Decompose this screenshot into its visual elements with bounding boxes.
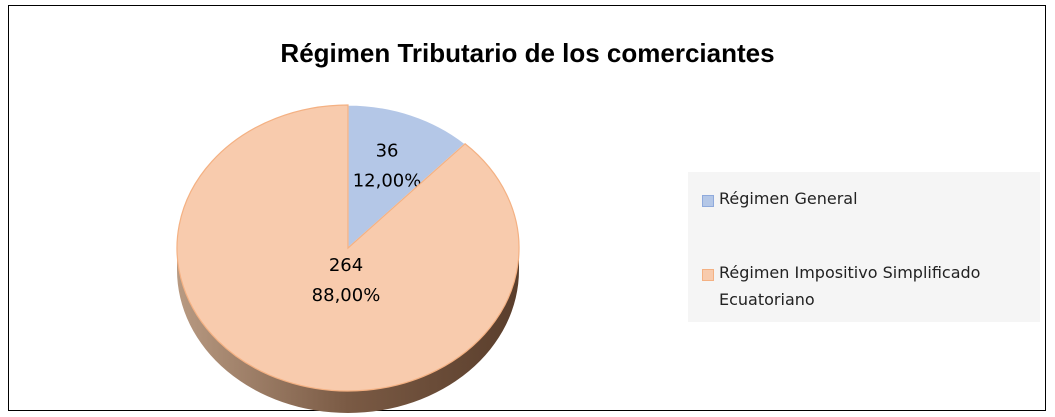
legend-swatch [702,195,714,207]
legend-item: Régimen General [702,189,1032,212]
pie-slice [176,104,520,392]
data-label-percent: 12,00% [353,171,422,192]
pie-slice [347,104,466,250]
legend-item: Régimen Impositivo Simplificado Ecuatori… [702,263,1032,313]
data-label-value: 36 [376,141,399,162]
legend-label: Régimen General [719,189,858,208]
chart-frame [8,5,1046,411]
legend-label: Régimen Impositivo Simplificado Ecuatori… [719,263,981,309]
data-label-value: 264 [329,255,363,276]
legend: Régimen General Régimen Impositivo Simpli… [688,172,1040,322]
chart-title: Régimen Tributario de los comerciantes [280,38,775,68]
legend-swatch [702,269,714,281]
data-label-percent: 88,00% [312,285,381,306]
